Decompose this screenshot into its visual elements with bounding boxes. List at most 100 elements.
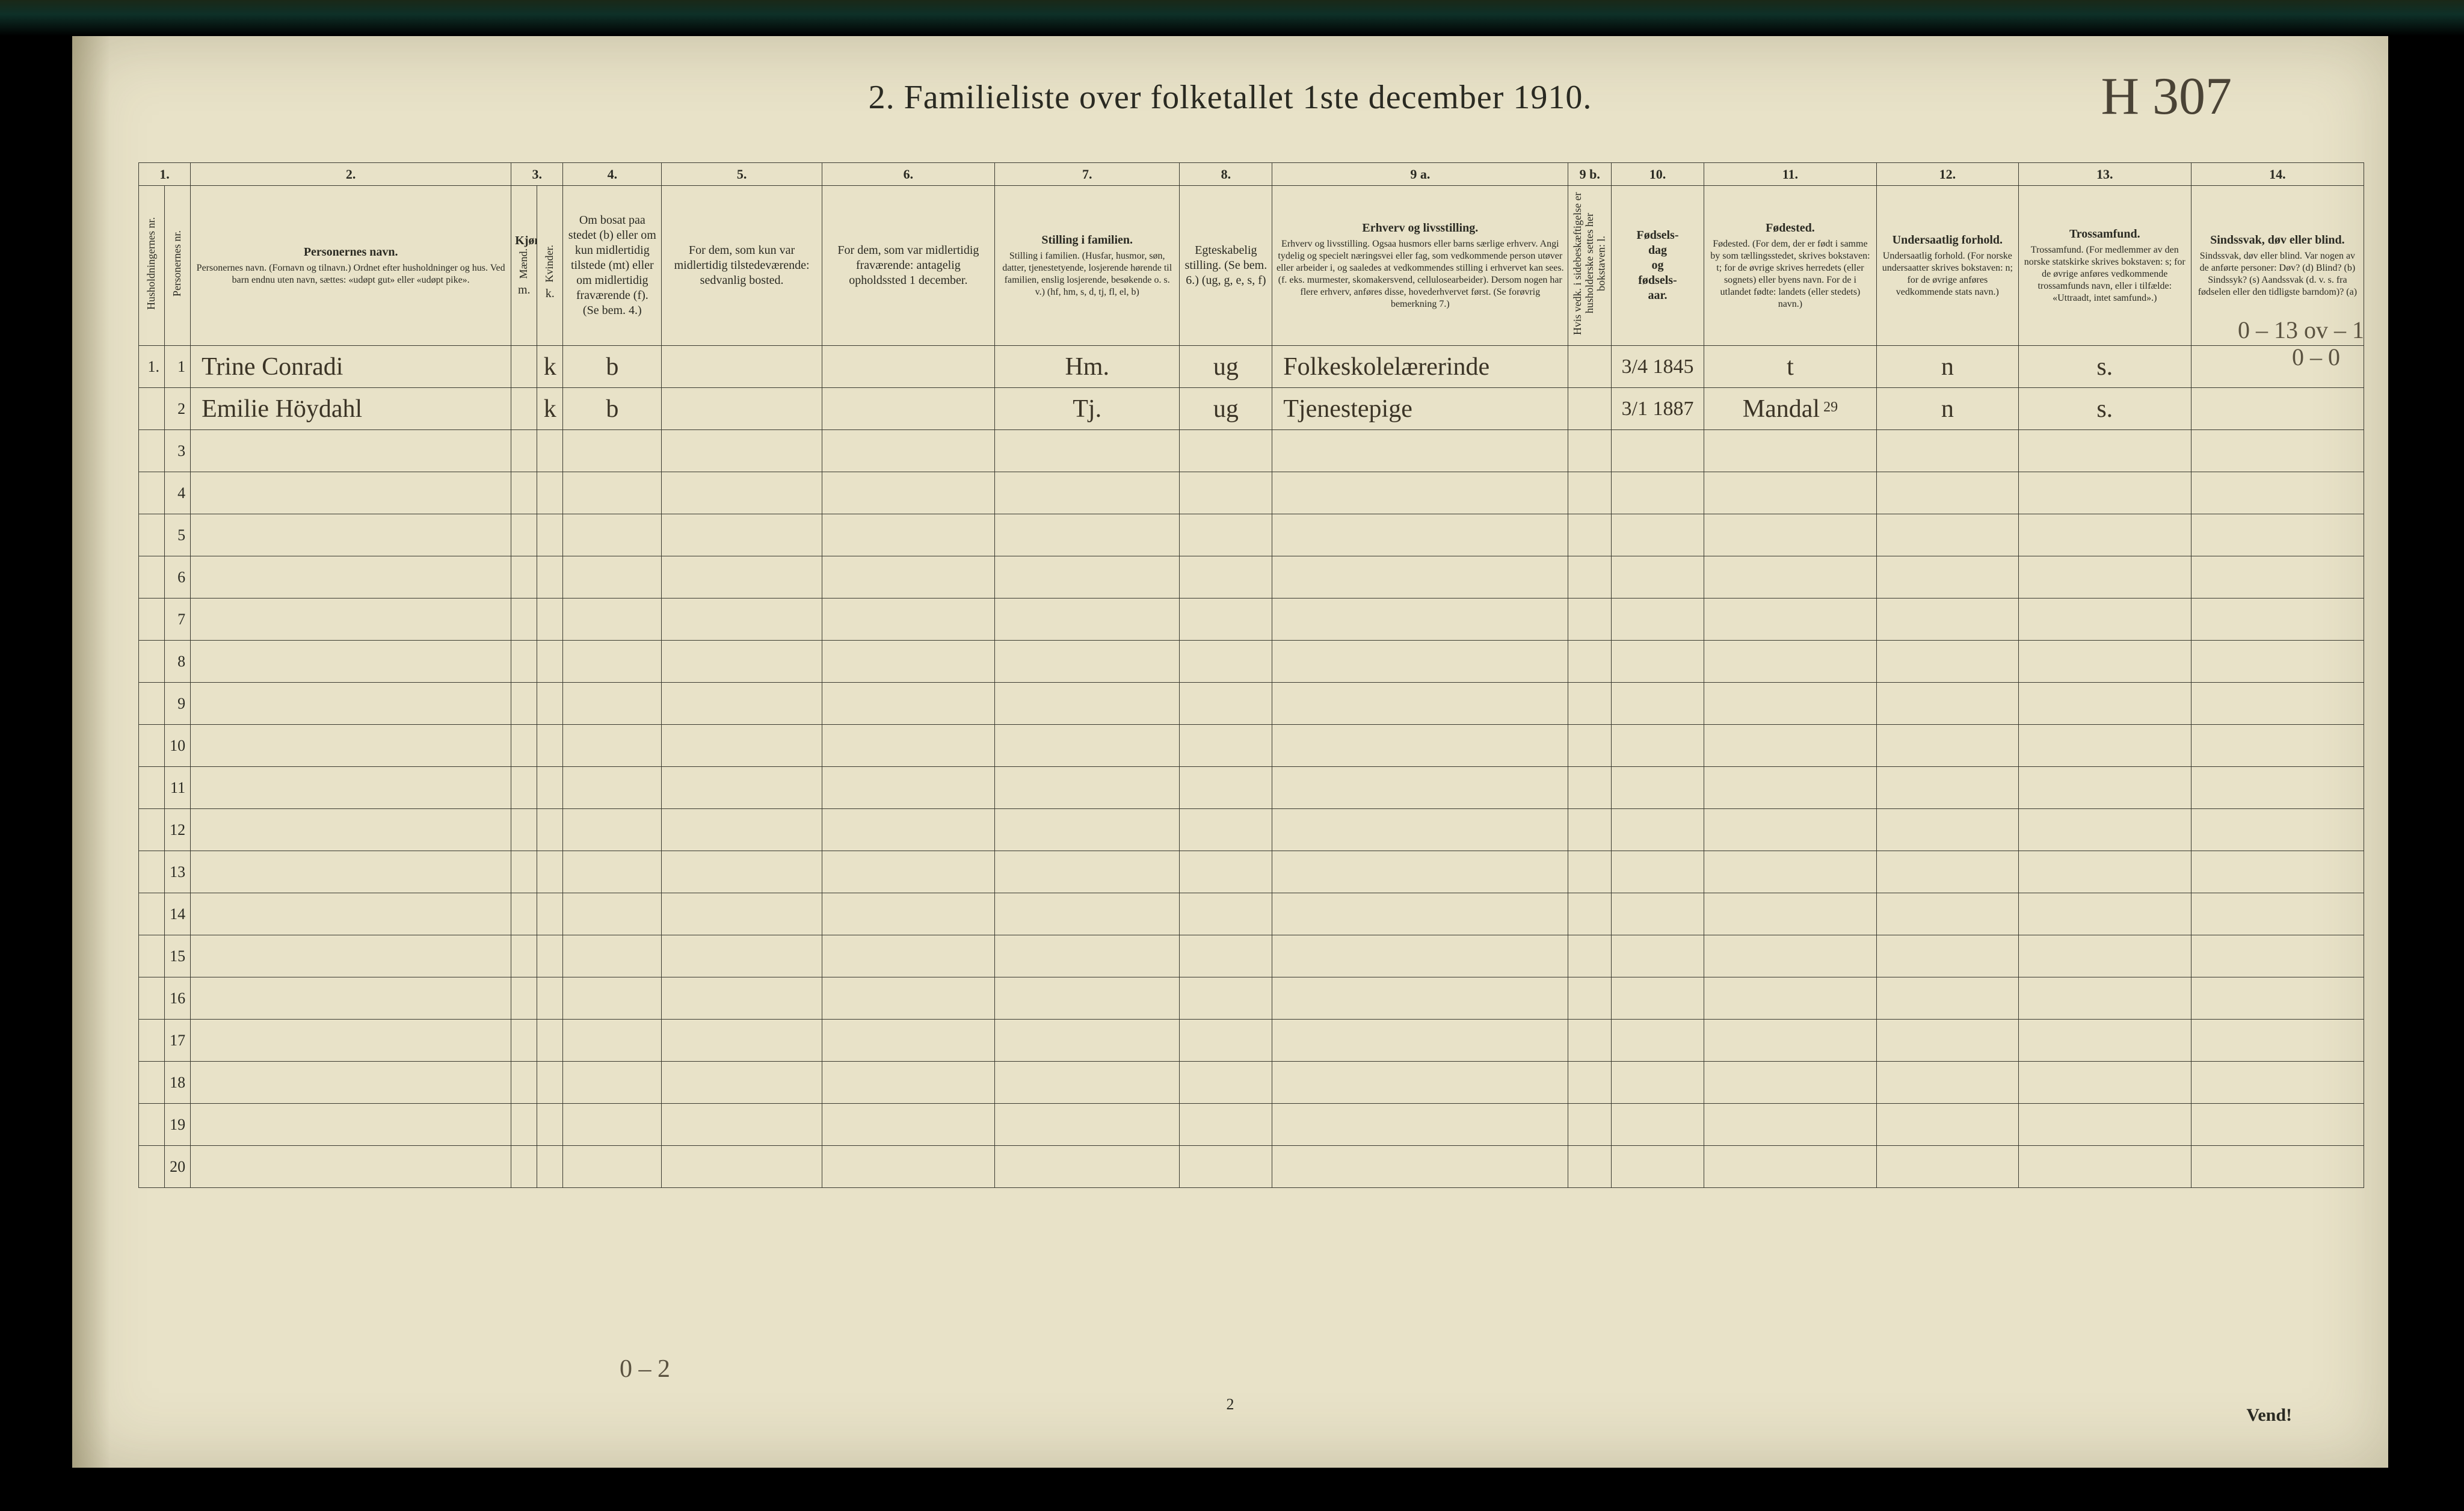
- cell-empty: [822, 1104, 994, 1146]
- table-row-empty: 10: [139, 725, 2364, 767]
- cell-empty: [1180, 935, 1272, 977]
- cell-empty: [511, 1062, 537, 1104]
- table-row-empty: 7: [139, 599, 2364, 641]
- cell-text: Trine Conradi: [202, 353, 343, 381]
- cell-empty: [2018, 935, 2191, 977]
- cell-empty: [537, 767, 563, 809]
- cell-empty: [1704, 767, 1876, 809]
- cell-empty: [1876, 514, 2018, 556]
- cell-text: s.: [2096, 395, 2113, 423]
- cell-empty: [1876, 1062, 2018, 1104]
- table-row-empty: 3: [139, 430, 2364, 472]
- cell-empty: [2018, 472, 2191, 514]
- cell-empty: [1180, 725, 1272, 767]
- cell-empty: [2018, 556, 2191, 599]
- cell-empty: [1272, 683, 1568, 725]
- colnum-14: 14.: [2191, 163, 2364, 186]
- cell-text: k: [544, 353, 556, 381]
- hdr-14: Sindssvak, døv eller blind.Sindssvak, dø…: [2191, 186, 2364, 346]
- cell-empty: [662, 1146, 822, 1188]
- hdr-km: Kjøn.Mænd.m.: [511, 186, 537, 346]
- cell-hh: 1.: [139, 346, 165, 388]
- table-cell: [662, 346, 822, 388]
- cell-pn: 11: [165, 767, 191, 809]
- hdr-7-text: Stilling i familien. (Husfar, husmor, sø…: [999, 250, 1176, 298]
- cell-empty: [191, 641, 511, 683]
- cell-empty: [1272, 556, 1568, 599]
- cell-empty: [1704, 1062, 1876, 1104]
- cell-empty: [511, 556, 537, 599]
- cell-pn: 17: [165, 1020, 191, 1062]
- table-row: 2Emilie HöydahlkbTj.ugTjenestepige3/1 18…: [139, 388, 2364, 430]
- hdr-hh: Husholdningernes nr.: [139, 186, 165, 346]
- cell-empty: [563, 556, 662, 599]
- cell-empty: [994, 893, 1180, 935]
- cell-empty: [1876, 683, 2018, 725]
- cell-pn: 2: [165, 388, 191, 430]
- cell-text: Hm.: [1065, 353, 1109, 381]
- cell-empty: [1180, 641, 1272, 683]
- cell-empty: [1568, 472, 1612, 514]
- cell-empty: [2018, 599, 2191, 641]
- cell-empty: [822, 556, 994, 599]
- table-cell: Folkeskolelærerinde: [1272, 346, 1568, 388]
- cell-empty: [511, 851, 537, 893]
- cell-empty: [2191, 472, 2364, 514]
- cell-empty: [2191, 725, 2364, 767]
- hdr-9a: Erhverv og livsstilling.Erhverv og livss…: [1272, 186, 1568, 346]
- cell-empty: [1704, 1020, 1876, 1062]
- cell-empty: [511, 472, 537, 514]
- cell-empty: [1272, 935, 1568, 977]
- cell-empty: [662, 725, 822, 767]
- cell-empty: [1612, 935, 1704, 977]
- cell-empty: [511, 514, 537, 556]
- cell-empty: [537, 556, 563, 599]
- cell-empty: [1876, 935, 2018, 977]
- hdr-name-text: Personernes navn. (Fornavn og tilnavn.) …: [194, 262, 507, 286]
- cell-hh: [139, 809, 165, 851]
- hdr-12: Undersaatlig forhold.Undersaatlig forhol…: [1876, 186, 2018, 346]
- cell-empty: [822, 472, 994, 514]
- cell-empty: [537, 935, 563, 977]
- hdr-hh-text: Husholdningernes nr.: [146, 217, 158, 310]
- cell-empty: [191, 935, 511, 977]
- cell-empty: [1876, 1146, 2018, 1188]
- cell-empty: [662, 641, 822, 683]
- cell-empty: [1876, 472, 2018, 514]
- cell-pn: 7: [165, 599, 191, 641]
- cell-empty: [511, 1020, 537, 1062]
- colnum-2: 2.: [191, 163, 511, 186]
- cell-empty: [1272, 767, 1568, 809]
- cell-empty: [191, 977, 511, 1020]
- table-row-empty: 13: [139, 851, 2364, 893]
- cell-pn: 4: [165, 472, 191, 514]
- cell-empty: [191, 1062, 511, 1104]
- cell-hh: [139, 1104, 165, 1146]
- hdr-13: Trossamfund.Trossamfund. (For medlemmer …: [2018, 186, 2191, 346]
- cell-empty: [511, 809, 537, 851]
- colnum-3: 3.: [511, 163, 563, 186]
- hdr-6: For dem, som var midlertidig fraværende:…: [822, 186, 994, 346]
- cell-empty: [822, 725, 994, 767]
- cell-empty: [563, 1062, 662, 1104]
- hdr-10: Fødsels-dagogfødsels-aar.: [1612, 186, 1704, 346]
- cell-empty: [191, 1104, 511, 1146]
- cell-empty: [994, 767, 1180, 809]
- cell-pn: 14: [165, 893, 191, 935]
- cell-empty: [511, 767, 537, 809]
- cell-empty: [1704, 725, 1876, 767]
- cell-empty: [563, 472, 662, 514]
- cell-empty: [1876, 851, 2018, 893]
- cell-empty: [1704, 935, 1876, 977]
- table-row-empty: 11: [139, 767, 2364, 809]
- cell-empty: [2018, 977, 2191, 1020]
- page-title: 2. Familieliste over folketallet 1ste de…: [72, 78, 2388, 117]
- colnum-10: 10.: [1612, 163, 1704, 186]
- cell-empty: [662, 1104, 822, 1146]
- cell-pn: 3: [165, 430, 191, 472]
- cell-empty: [1612, 1146, 1704, 1188]
- cell-empty: [537, 809, 563, 851]
- cell-empty: [537, 641, 563, 683]
- table-row-empty: 19: [139, 1104, 2364, 1146]
- cell-empty: [1272, 893, 1568, 935]
